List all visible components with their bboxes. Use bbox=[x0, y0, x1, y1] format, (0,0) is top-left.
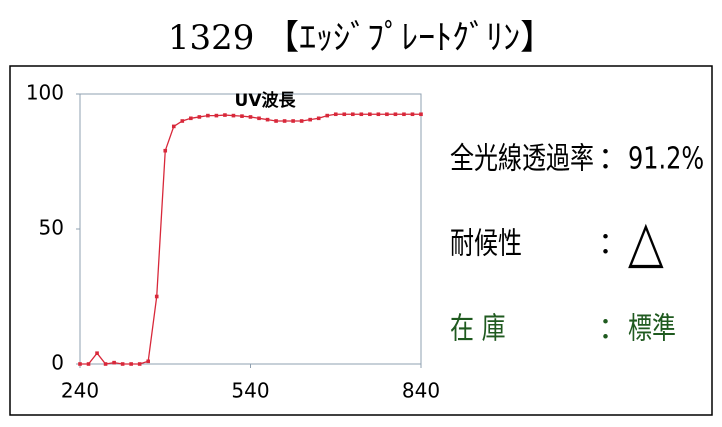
x-tick-label: 240 bbox=[61, 379, 99, 403]
data-point bbox=[291, 119, 295, 123]
data-point bbox=[189, 116, 193, 121]
data-point bbox=[171, 124, 176, 129]
data-point bbox=[223, 113, 227, 117]
data-point bbox=[163, 148, 168, 153]
data-point bbox=[86, 362, 91, 366]
spec-value: 91.2% bbox=[628, 142, 704, 176]
data-point bbox=[197, 115, 202, 119]
spec-label: 全光線透過率 bbox=[450, 142, 594, 176]
frame bbox=[9, 65, 713, 416]
spec-value: 標準 bbox=[628, 312, 676, 346]
data-point bbox=[351, 112, 355, 117]
data-point bbox=[282, 119, 287, 123]
data-point bbox=[265, 117, 270, 122]
data-point bbox=[95, 351, 99, 355]
data-point bbox=[137, 362, 142, 366]
data-point bbox=[248, 115, 253, 119]
data-point bbox=[103, 362, 108, 366]
data-point bbox=[120, 362, 125, 366]
data-point bbox=[274, 119, 278, 123]
data-point bbox=[410, 112, 415, 117]
data-point bbox=[385, 112, 389, 117]
data-line bbox=[80, 113, 421, 365]
spec-label: 在 庫 bbox=[450, 312, 506, 346]
data-point bbox=[359, 112, 364, 117]
x-tick-label: 840 bbox=[402, 379, 440, 403]
data-point bbox=[78, 362, 82, 366]
spec-separator: ： bbox=[598, 312, 628, 347]
data-point bbox=[376, 112, 381, 117]
data-point bbox=[299, 119, 304, 123]
data-point bbox=[146, 359, 150, 364]
plot-area bbox=[79, 93, 422, 365]
data-point bbox=[206, 113, 210, 118]
data-point bbox=[240, 114, 244, 118]
spec-label: 耐候性 bbox=[450, 227, 522, 261]
data-point bbox=[231, 113, 236, 118]
y-tick-label: 100 bbox=[26, 81, 64, 105]
spec-value: △ bbox=[628, 208, 664, 275]
data-point bbox=[112, 360, 116, 365]
data-point bbox=[333, 112, 338, 117]
spec-separator: ： bbox=[598, 227, 628, 262]
data-point bbox=[214, 113, 219, 118]
data-point bbox=[393, 112, 398, 117]
data-point bbox=[342, 112, 347, 117]
data-point bbox=[154, 294, 159, 299]
data-point bbox=[325, 113, 330, 118]
data-point bbox=[402, 112, 406, 117]
data-point bbox=[257, 116, 261, 121]
y-tick-label: 0 bbox=[51, 351, 64, 375]
data-point bbox=[129, 362, 133, 366]
chart-title: UV波長 bbox=[235, 90, 297, 111]
spec-separator: ： bbox=[598, 142, 628, 177]
y-tick-label: 50 bbox=[39, 216, 64, 240]
data-point bbox=[419, 112, 423, 117]
data-point bbox=[308, 117, 312, 122]
data-point bbox=[316, 116, 321, 121]
page-title: 1329 【ｴｯｼﾞﾌﾟﾚｰﾄｸﾞﾘﾝ】 bbox=[168, 18, 554, 58]
x-tick-label: 540 bbox=[231, 379, 269, 403]
data-point bbox=[180, 119, 185, 123]
data-point bbox=[368, 112, 372, 117]
